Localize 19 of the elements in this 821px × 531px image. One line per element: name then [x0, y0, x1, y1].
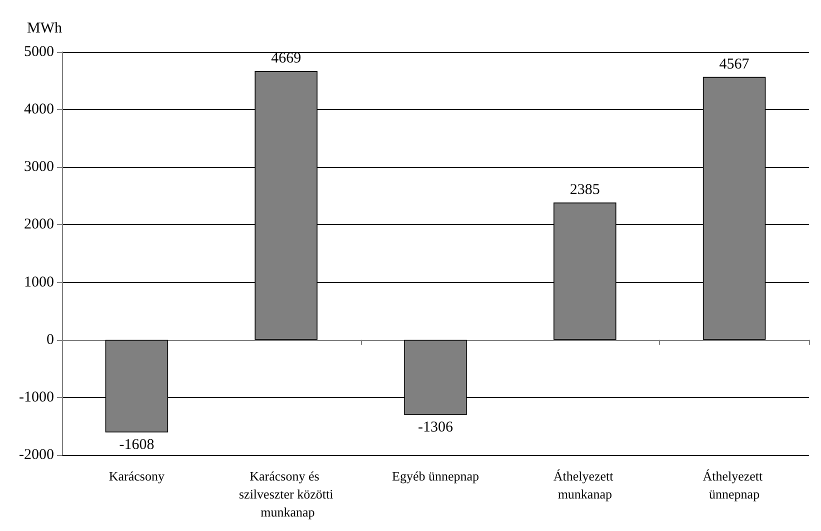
y-axis-title: MWh: [27, 20, 62, 36]
x-tick-label: Áthelyezett ünnepnap: [702, 468, 766, 502]
data-label: -1306: [418, 420, 454, 436]
data-label: -1608: [119, 436, 154, 453]
x-tick-label: Áthelyezett munkanap: [553, 468, 616, 502]
data-label: 4567: [719, 56, 750, 72]
x-tick-label: Karácsony és szilveszter közötti munkanap: [238, 468, 334, 520]
data-label: 4669: [271, 50, 302, 67]
x-tick-label: Egyéb ünnepnap: [392, 468, 480, 484]
y-tick-label: -1000: [19, 389, 54, 406]
x-tick-label: Karácsony: [108, 468, 165, 484]
y-tick-label: -2000: [19, 447, 54, 463]
data-label: 2385: [570, 182, 600, 198]
y-tick-label: 5000: [24, 44, 54, 60]
y-tick-label: 2000: [24, 216, 54, 233]
y-tick-label: 3000: [24, 159, 54, 176]
y-tick-label: 1000: [24, 274, 54, 290]
y-tick-label: 0: [46, 332, 54, 348]
y-tick-label: 4000: [24, 102, 54, 118]
